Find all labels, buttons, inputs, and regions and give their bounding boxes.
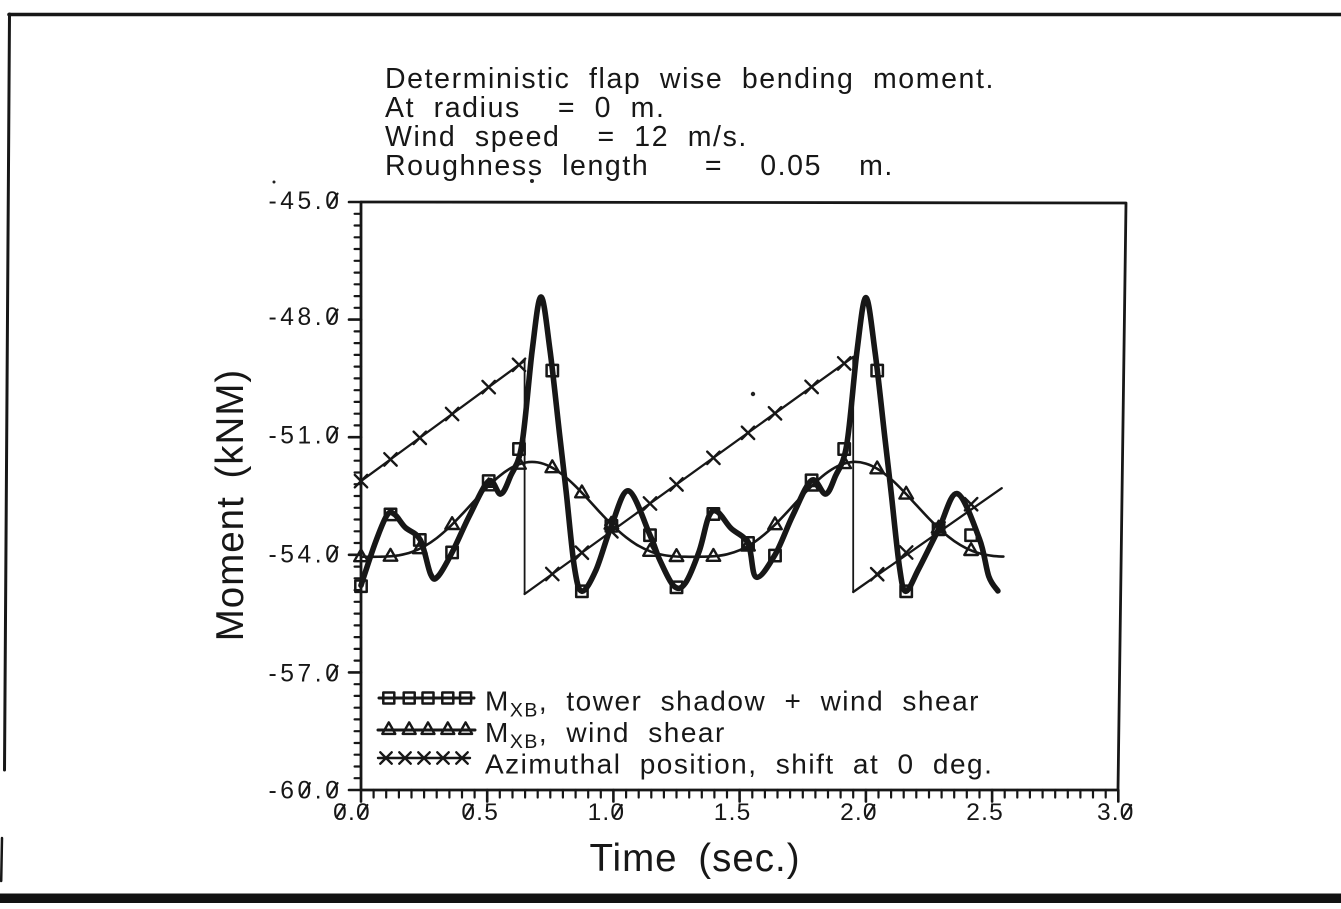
svg-text:MXB, tower shadow + wind shear: MXB, tower shadow + wind shear — [485, 686, 980, 722]
svg-text:-51.0: -51.0 — [268, 423, 342, 450]
svg-text:Roughness length = 0.05 m.: Roughness length = 0.05 m. — [385, 150, 894, 182]
svg-text:Deterministic flap wise bendin: Deterministic flap wise bending moment. — [385, 63, 995, 95]
svg-text:3.0: 3.0 — [1097, 799, 1135, 826]
svg-text:1.5: 1.5 — [714, 799, 752, 826]
svg-text:-57.0: -57.0 — [268, 661, 342, 688]
svg-text:Wind speed = 12 m/s.: Wind speed = 12 m/s. — [385, 121, 748, 153]
svg-text:At radius = 0 m.: At radius = 0 m. — [385, 92, 666, 124]
svg-text:-45.0: -45.0 — [268, 188, 342, 215]
svg-text:Moment (kNM): Moment (kNM) — [209, 369, 252, 642]
svg-text:Time (sec.): Time (sec.) — [589, 837, 800, 880]
svg-text:2.5: 2.5 — [966, 799, 1004, 826]
svg-text:-54.0: -54.0 — [268, 542, 342, 569]
svg-text:2.0: 2.0 — [840, 799, 878, 826]
svg-text:Azimuthal position, shift at 0: Azimuthal position, shift at 0 deg. — [485, 749, 993, 780]
svg-text:1.0: 1.0 — [588, 799, 626, 826]
svg-text:-48.0: -48.0 — [268, 304, 342, 331]
